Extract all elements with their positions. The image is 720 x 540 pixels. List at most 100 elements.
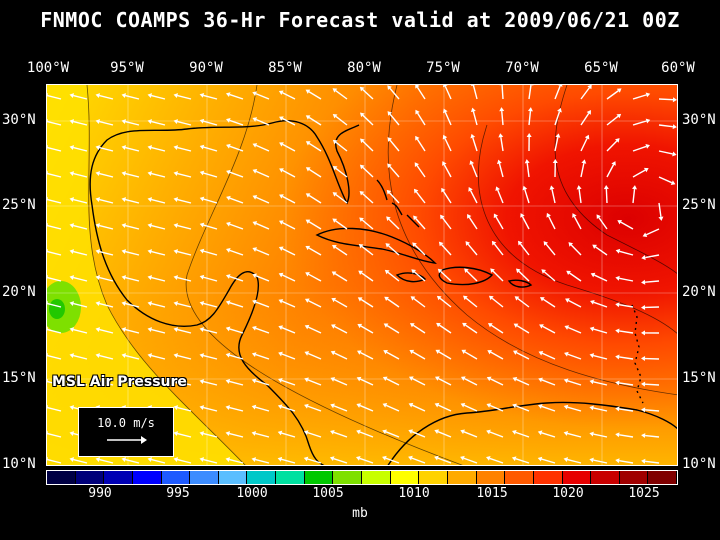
wind-arrow-head (434, 402, 440, 408)
wind-arrow (335, 194, 348, 204)
wind-arrow-head (279, 116, 284, 121)
wind-arrow (255, 170, 270, 178)
wind-arrow (580, 112, 590, 126)
wind-arrow-head (641, 407, 646, 413)
wind-arrow-head (615, 302, 620, 308)
wind-arrow (151, 224, 166, 230)
wind-arrow (177, 224, 192, 230)
wind-arrow (47, 146, 62, 152)
wind-arrow-head (69, 223, 75, 229)
wind-arrow (47, 120, 62, 126)
wind-arrow-head (512, 350, 518, 355)
wind-arrow (151, 146, 166, 152)
colorbar-swatch (47, 471, 76, 484)
wind-arrow (125, 250, 140, 256)
wind-arrow (47, 354, 62, 360)
colorbar-swatch (419, 471, 448, 484)
wind-arrow-head (278, 378, 283, 383)
wind-arrow (151, 302, 166, 308)
wind-arrow (385, 404, 400, 412)
wind-arrow (541, 458, 556, 464)
colorbar-tick-label: 995 (166, 486, 190, 501)
wind-arrow (229, 171, 244, 178)
colorbar-swatch (476, 471, 506, 484)
wind-arrow-head (121, 93, 127, 99)
wind-arrow (497, 189, 504, 204)
wind-arrow (501, 85, 504, 100)
colorbar-swatch (447, 471, 477, 484)
wind-arrow-head (434, 455, 439, 461)
wind-arrow-head (658, 216, 664, 221)
wind-arrow-head (408, 429, 413, 435)
wind-arrow-head (563, 404, 569, 410)
wind-arrow-head (411, 269, 417, 274)
wind-arrow-head (278, 325, 284, 330)
wind-arrow-head (331, 324, 336, 329)
lat-label: 25°N (2, 197, 36, 213)
wind-arrow-head (226, 195, 231, 201)
wind-arrow (389, 113, 400, 126)
wind-arrow-head (382, 455, 387, 461)
wind-arrow-head (359, 86, 365, 92)
wind-arrow-head (413, 188, 419, 194)
wind-arrow-head (589, 457, 594, 463)
wind-arrow (412, 351, 426, 360)
wind-arrow-head (572, 213, 577, 218)
wind-arrow-head (616, 88, 622, 93)
wind-arrow (515, 458, 530, 464)
wind-arrow-head (330, 350, 336, 356)
wind-arrow-head (147, 353, 153, 359)
lat-label: 15°N (2, 370, 36, 386)
wind-arrow (464, 378, 478, 386)
wind-arrow-head (460, 376, 466, 381)
wind-arrow (437, 431, 452, 438)
wind-arrow (632, 120, 647, 126)
wind-arrow (542, 325, 556, 334)
wind-arrow (606, 140, 618, 152)
wind-arrow (580, 87, 590, 100)
wind-arrow (554, 111, 561, 126)
wind-arrow (541, 352, 556, 360)
wind-arrow-head (147, 379, 153, 385)
wind-arrow (334, 246, 348, 256)
wind-arrow-head (565, 298, 570, 303)
wind-arrow-head (251, 457, 257, 463)
wind-arrow-head (305, 141, 311, 146)
wind-arrow (282, 248, 296, 256)
wind-arrow (385, 457, 400, 464)
wind-arrow-head (251, 352, 257, 357)
wind-arrow (177, 198, 192, 204)
wind-arrow (255, 432, 270, 438)
wind-arrow (645, 254, 660, 259)
wind-arrow (255, 275, 270, 282)
wind-arrow (47, 328, 62, 334)
wind-arrow-head (672, 124, 677, 130)
wind-arrow (463, 404, 478, 412)
wind-arrow (255, 248, 270, 256)
lat-label: 10°N (682, 456, 716, 472)
wind-arrow-head (539, 297, 545, 302)
wind-arrow (177, 458, 192, 464)
wind-arrow-head (382, 376, 388, 382)
wind-arrow (334, 299, 348, 308)
wind-arrow (516, 351, 530, 360)
lat-label: 20°N (2, 284, 36, 300)
wind-arrow-head (359, 164, 365, 170)
wind-arrow-head (95, 327, 101, 333)
wind-arrow (463, 457, 478, 464)
wind-arrow (177, 432, 192, 438)
wind-arrow-head (359, 217, 364, 222)
wind-arrow (542, 298, 556, 308)
wind-arrow-head (173, 145, 179, 151)
wind-arrow (255, 327, 270, 334)
wind-arrow (203, 328, 218, 334)
wind-arrow-head (409, 323, 415, 328)
wind-arrow-head (121, 275, 127, 281)
wind-arrow (47, 380, 62, 386)
wind-arrow-head (511, 456, 517, 462)
wind-arrow (578, 189, 582, 204)
wind-arrow-head (434, 429, 439, 435)
wind-arrow-head (355, 456, 361, 461)
wind-arrow-head (543, 241, 549, 246)
wind-arrow (545, 243, 556, 256)
